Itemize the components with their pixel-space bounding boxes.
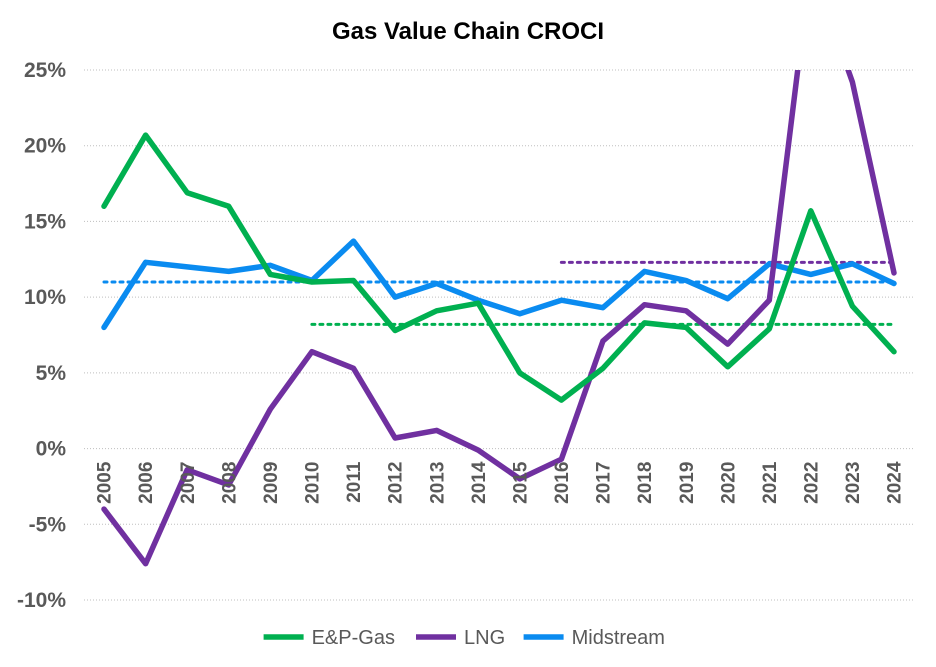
x-axis-tick-labels: 2005 2006 2007 2008 2009 2010 2011 2012 2013 2014… [95,461,906,504]
legend: E&P-Gas LNG Midstream [263,627,665,649]
series-lines [101,70,897,567]
legend-label: LNG [464,627,505,649]
y-tick-label: 25% [24,59,66,82]
x-tick-label: 2011 [344,461,365,503]
gridlines [84,69,914,601]
x-tick-label: 2013 [427,462,448,504]
chart-title: Gas Value Chain CROCI [332,18,604,45]
legend-label: Midstream [572,627,665,649]
x-tick-label: 2010 [303,462,324,504]
x-tick-label: 2008 [219,462,240,504]
x-tick-label: 2016 [552,462,573,504]
x-tick-label: 2018 [635,462,656,504]
series-line-midstream [101,238,897,331]
y-tick-label: -10% [17,589,66,612]
x-tick-label: 2005 [95,461,116,504]
x-tick-label: 2023 [843,462,864,504]
x-tick-label: 2012 [386,462,407,504]
x-tick-label: 2009 [261,462,282,504]
x-tick-label: 2017 [594,462,615,504]
legend-item-e-p-gas: E&P-Gas [263,627,395,649]
y-tick-label: 5% [36,362,67,385]
legend-label: E&P-Gas [312,627,395,649]
legend-item-midstream: Midstream [523,627,665,649]
series-line-e-p-gas [101,132,897,403]
x-tick-label: 2015 [510,461,531,504]
y-tick-label: 20% [24,135,66,158]
y-tick-label: 15% [24,210,66,233]
x-tick-label: 2021 [760,461,781,504]
x-tick-label: 2022 [801,462,822,504]
x-tick-label: 2014 [469,461,490,504]
series-line-lng [101,70,897,567]
x-tick-label: 2007 [178,462,199,504]
x-tick-label: 2024 [885,461,906,504]
y-tick-label: 10% [24,286,66,309]
x-tick-label: 2020 [718,462,739,504]
x-tick-label: 2006 [136,462,157,504]
y-axis-tick-labels: -10% -5% 0% 5% 10% 15% 20% 25% [17,59,66,612]
y-tick-label: -5% [29,513,67,536]
x-tick-label: 2019 [677,462,698,504]
legend-item-lng: LNG [416,627,505,649]
y-tick-label: 0% [36,438,67,461]
